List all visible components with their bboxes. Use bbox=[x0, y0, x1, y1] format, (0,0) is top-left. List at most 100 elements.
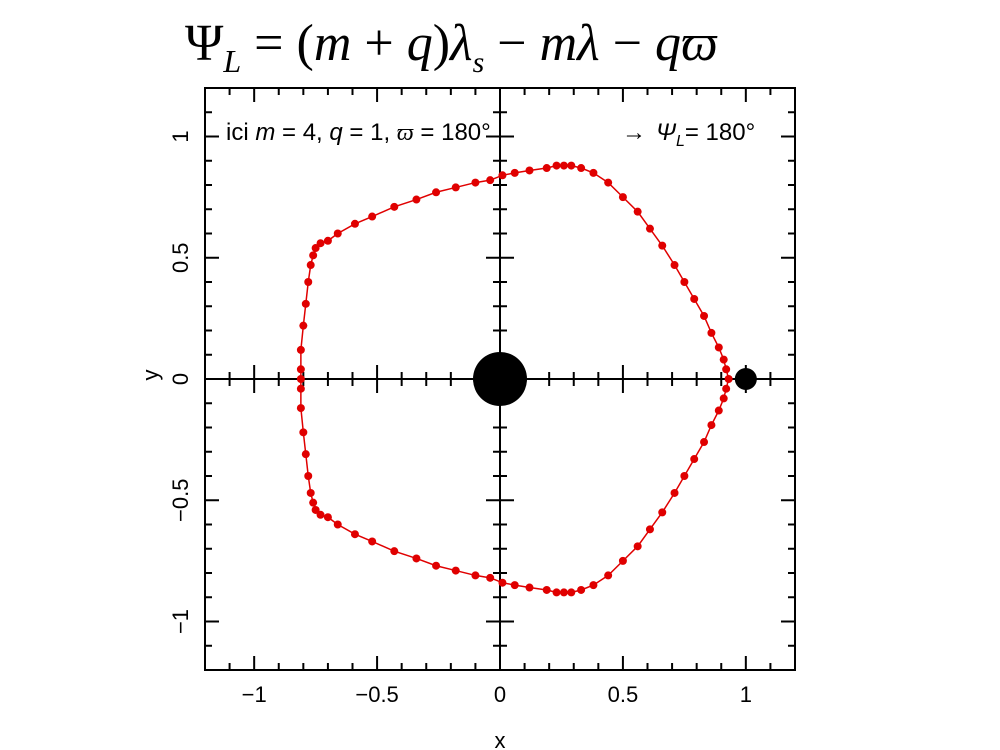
annotation: ici m = 4, q = 1, ϖ = 180° bbox=[226, 119, 491, 146]
data-point bbox=[690, 455, 699, 464]
data-point bbox=[658, 508, 667, 517]
data-point bbox=[559, 588, 568, 597]
data-point bbox=[680, 278, 689, 286]
data-point bbox=[525, 583, 534, 592]
data-point bbox=[350, 219, 359, 228]
data-point bbox=[316, 239, 325, 248]
eq-m2: m bbox=[540, 15, 578, 72]
y-tick-label: 1 bbox=[168, 130, 193, 142]
data-point bbox=[296, 345, 305, 354]
bodies bbox=[473, 352, 757, 406]
data-point bbox=[451, 183, 460, 192]
eq-lhs-sub: L bbox=[222, 43, 241, 79]
eq-plus: + bbox=[351, 15, 406, 72]
data-point bbox=[510, 581, 519, 590]
data-point bbox=[567, 588, 576, 597]
data-point bbox=[498, 578, 507, 587]
equation-title: ΨL = (m + q)λs − mλ − qϖ bbox=[185, 15, 718, 79]
data-point bbox=[311, 244, 320, 253]
data-point bbox=[604, 178, 613, 187]
x-tick-label: 0 bbox=[494, 682, 506, 707]
annot-prefix: ici bbox=[226, 119, 255, 146]
data-point bbox=[333, 229, 342, 238]
data-point bbox=[306, 488, 315, 497]
data-point bbox=[390, 202, 399, 211]
data-point bbox=[296, 404, 305, 413]
svg-text:ΨL = (m + q)λs − mλ − qϖ: ΨL = (m + q)λs − mλ − qϖ bbox=[185, 15, 718, 79]
annot-q: q bbox=[329, 119, 343, 146]
annotation-result: → ΨL= 180° bbox=[622, 119, 755, 150]
data-point bbox=[432, 188, 441, 197]
data-point bbox=[567, 161, 576, 170]
y-tick-label: 0.5 bbox=[168, 242, 193, 273]
eq-varpi: ϖ bbox=[681, 15, 718, 72]
data-point bbox=[368, 537, 377, 546]
data-point bbox=[559, 161, 568, 170]
data-point bbox=[658, 241, 667, 250]
data-point bbox=[304, 278, 313, 286]
eq-lambda: λ bbox=[575, 15, 600, 72]
y-axis-label: y bbox=[138, 370, 163, 381]
data-point bbox=[589, 168, 598, 177]
eq-lambda-s: λ bbox=[448, 15, 473, 72]
eq-lhs: Ψ bbox=[185, 15, 224, 72]
eq-q: q bbox=[407, 15, 433, 72]
data-point bbox=[486, 176, 495, 185]
annot-psi-sub: L bbox=[676, 133, 685, 150]
data-point bbox=[296, 384, 305, 393]
data-point bbox=[432, 561, 441, 570]
data-point bbox=[633, 542, 642, 551]
data-point bbox=[299, 428, 308, 437]
data-point bbox=[542, 164, 551, 173]
data-point bbox=[296, 365, 305, 374]
y-tick-label: −1 bbox=[168, 609, 193, 634]
data-point bbox=[589, 581, 598, 590]
x-tick-label: 1 bbox=[740, 682, 752, 707]
data-point bbox=[618, 556, 627, 565]
data-point bbox=[390, 547, 399, 556]
data-point bbox=[350, 530, 359, 539]
data-point bbox=[311, 505, 320, 514]
data-point bbox=[724, 375, 733, 383]
y-tick-label: 0 bbox=[168, 373, 193, 385]
eq-lambda-sub: s bbox=[473, 46, 485, 79]
eq-minus1: − bbox=[484, 15, 539, 72]
data-point bbox=[690, 294, 699, 303]
annot-m-val: = 4, bbox=[275, 119, 329, 146]
tick-labels: −1 −0.5 0 0.5 1 −1 −0.5 0 0.5 1 bbox=[168, 130, 752, 707]
data-point bbox=[670, 488, 679, 497]
x-axis-label: x bbox=[495, 728, 506, 750]
data-point bbox=[412, 195, 421, 204]
secondary-body bbox=[734, 368, 757, 390]
eq-rhs-open: = ( bbox=[241, 15, 314, 72]
annot-varpi: ϖ bbox=[397, 120, 414, 146]
data-point bbox=[510, 168, 519, 177]
data-point bbox=[719, 394, 728, 403]
data-point bbox=[552, 588, 561, 597]
eq-rhs-close: ) bbox=[433, 15, 450, 72]
data-point bbox=[707, 328, 716, 337]
data-point bbox=[670, 261, 679, 270]
data-point bbox=[577, 164, 586, 173]
data-point bbox=[525, 166, 534, 175]
data-point bbox=[304, 472, 313, 480]
data-point bbox=[719, 355, 728, 364]
data-point bbox=[680, 472, 689, 480]
data-point bbox=[299, 321, 308, 330]
data-point bbox=[471, 178, 480, 187]
data-point bbox=[542, 585, 551, 594]
data-point bbox=[451, 566, 460, 575]
data-point bbox=[301, 299, 310, 308]
annot-varpi-val: = 180° bbox=[414, 119, 491, 146]
data-point bbox=[714, 343, 723, 352]
data-point bbox=[368, 212, 377, 221]
eq-minus2: − bbox=[600, 15, 655, 72]
data-point bbox=[577, 585, 586, 594]
data-point bbox=[471, 571, 480, 580]
x-tick-label: −0.5 bbox=[355, 682, 398, 707]
data-point bbox=[323, 236, 332, 245]
data-point bbox=[722, 384, 731, 393]
data-point bbox=[296, 375, 305, 383]
data-point bbox=[301, 450, 310, 459]
data-point bbox=[707, 421, 716, 430]
